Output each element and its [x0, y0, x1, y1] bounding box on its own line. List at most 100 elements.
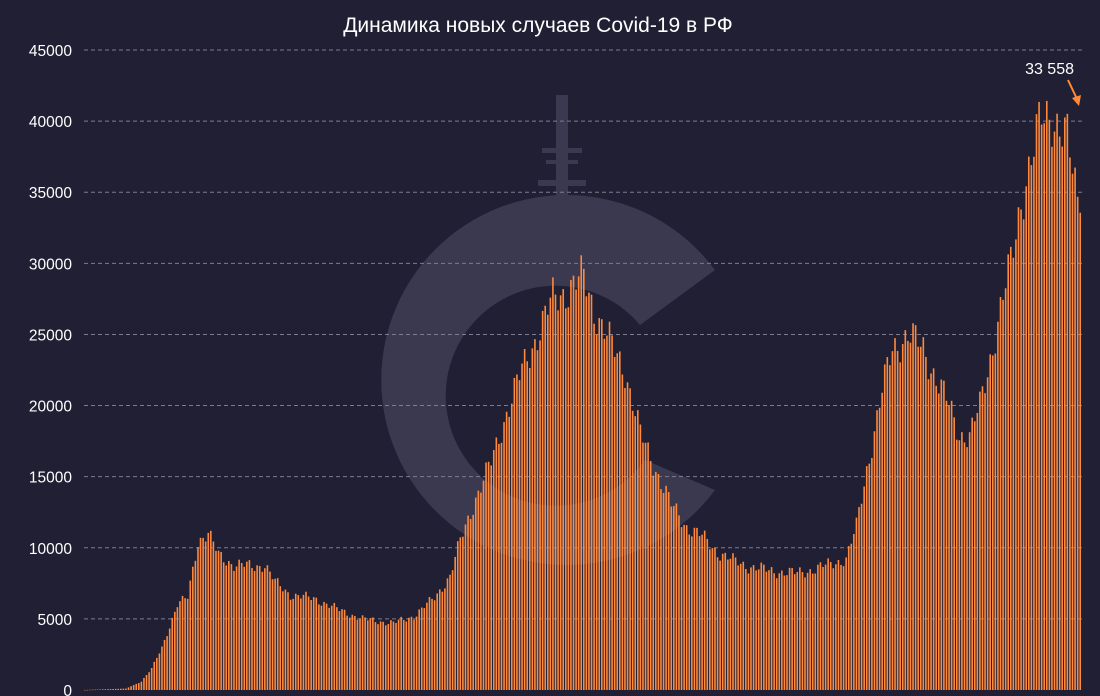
- bar: [729, 558, 732, 690]
- bar: [163, 639, 166, 690]
- bar: [248, 560, 251, 690]
- bar: [492, 450, 495, 690]
- y-axis-ticks: 0 5000 10000 15000 20000 25000 30000 35000 40000…: [29, 43, 72, 696]
- bar: [613, 356, 616, 690]
- bar: [649, 460, 652, 690]
- bar: [791, 568, 793, 690]
- watermark-logo: [381, 95, 715, 566]
- bar: [1012, 257, 1015, 690]
- bar: [683, 524, 685, 690]
- bar: [510, 403, 513, 690]
- bar: [210, 530, 212, 690]
- bar: [382, 621, 384, 690]
- bar: [1015, 239, 1017, 690]
- bar: [827, 558, 829, 690]
- bar: [114, 688, 117, 690]
- bar: [865, 466, 868, 690]
- bar: [1033, 156, 1035, 690]
- bar: [657, 474, 660, 690]
- bar: [901, 344, 904, 690]
- bar: [552, 277, 554, 690]
- bar: [539, 340, 541, 690]
- bar: [166, 636, 168, 690]
- bar: [863, 486, 865, 690]
- bar: [96, 689, 99, 691]
- bar: [804, 577, 806, 690]
- bar: [150, 668, 153, 690]
- bar: [999, 297, 1002, 690]
- bar: [737, 565, 739, 690]
- bar: [474, 497, 477, 690]
- bar: [624, 387, 626, 690]
- bar: [194, 560, 197, 690]
- bar: [361, 615, 364, 690]
- bar: [559, 295, 562, 690]
- bar: [390, 620, 392, 690]
- bar: [343, 609, 346, 690]
- bar: [583, 268, 585, 690]
- bar: [405, 621, 408, 690]
- bar: [1025, 186, 1028, 690]
- bar: [480, 492, 482, 690]
- bar: [402, 619, 405, 690]
- bar: [801, 572, 804, 690]
- bar: [107, 689, 109, 690]
- bar: [922, 337, 925, 690]
- bar: [588, 292, 590, 690]
- bar: [500, 442, 503, 690]
- bar: [842, 566, 845, 690]
- bar: [518, 380, 521, 690]
- bar: [709, 549, 711, 690]
- bar: [503, 422, 505, 690]
- bar: [541, 310, 544, 690]
- bar: [840, 564, 842, 690]
- bar: [428, 597, 431, 690]
- bar: [968, 432, 971, 690]
- bar: [727, 559, 729, 690]
- bar: [896, 350, 899, 690]
- bar: [1079, 212, 1082, 691]
- bar: [891, 351, 894, 690]
- bar: [516, 374, 518, 690]
- bar: [817, 564, 819, 690]
- bar: [364, 617, 366, 690]
- bar: [351, 614, 354, 690]
- bar: [1020, 209, 1022, 690]
- bar: [323, 601, 325, 690]
- bar: [991, 355, 994, 690]
- chart-title: Динамика новых случаев Covid-19 в РФ: [343, 14, 733, 37]
- bar: [883, 364, 886, 690]
- bar: [408, 617, 410, 690]
- bar: [158, 653, 161, 690]
- bar: [397, 619, 400, 690]
- bar: [325, 603, 328, 690]
- bar: [312, 597, 315, 690]
- bar: [426, 602, 428, 690]
- bar: [462, 536, 464, 690]
- bar: [770, 567, 773, 690]
- watermark-tower: [556, 95, 568, 255]
- bar: [670, 506, 673, 690]
- bar: [824, 564, 827, 690]
- bar: [490, 465, 492, 690]
- bar: [634, 416, 637, 690]
- bar: [276, 578, 279, 690]
- bar: [757, 569, 760, 690]
- bar: [392, 621, 395, 690]
- bar: [228, 561, 230, 690]
- bar: [199, 537, 202, 690]
- bar: [932, 368, 935, 690]
- y-tick-label: 10000: [29, 541, 72, 558]
- y-tick-label: 45000: [29, 43, 72, 60]
- bar: [580, 255, 583, 690]
- bar: [395, 622, 397, 690]
- bar: [925, 356, 927, 690]
- bar: [387, 623, 390, 690]
- bar: [979, 391, 981, 690]
- bar: [647, 442, 649, 690]
- bar: [256, 565, 258, 690]
- bar: [102, 689, 104, 690]
- bar: [84, 689, 86, 691]
- bar: [860, 503, 863, 690]
- bar: [557, 310, 559, 690]
